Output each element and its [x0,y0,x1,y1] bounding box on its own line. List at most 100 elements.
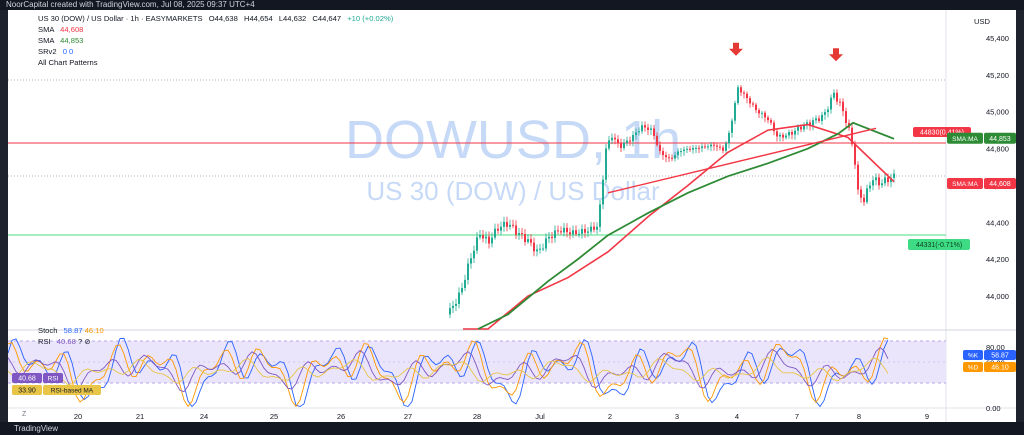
time-axis-label: 20 [74,412,82,421]
time-axis-label: 3 [675,412,679,421]
timezone-button[interactable]: Z [22,411,27,418]
candle-up [572,230,574,235]
candle-up [494,228,496,238]
time-axis-label: 9 [925,412,929,421]
legend-srv2[interactable]: SRv2 0 0 [38,47,73,56]
lower-axis-tick: 80.00 [986,343,1005,352]
indicator-name: SMA [38,36,55,45]
candle-down [752,103,754,105]
down-arrow-marker [729,42,743,56]
time-axis-label: 27 [404,412,412,421]
stoch-k-axis-value: 58.87 [991,353,1009,360]
indicator-value: 44,853 [60,36,84,45]
candle-down [665,155,667,158]
candle-down [818,118,820,122]
time-axis-label: 2 [608,412,612,421]
window-title: NoorCapital created with TradingView.com… [0,0,1024,10]
indicator-name: SRv2 [38,47,57,56]
candle-down [722,147,724,151]
candle-down [887,177,889,183]
candle-down [668,157,670,159]
candle-down [836,92,838,102]
stoch-d-value: 46.10 [84,326,104,335]
candle-down [647,127,649,130]
rsi-left-tag: RSI [48,376,59,383]
candle-down [653,128,655,136]
legend-sma-long[interactable]: SMA 44,853 [38,36,83,45]
candle-down [773,122,775,132]
candle-up [734,103,736,121]
candle-up [806,122,808,125]
candle-up [830,97,832,110]
price-axis-tick: 45,400 [986,34,1009,43]
candle-up [563,227,565,233]
candle-up [458,292,460,304]
ohlc-change: +10 (+0.02%) [347,14,394,23]
candle-up [692,147,694,150]
candle-down [782,134,784,138]
candle-up [500,226,502,231]
candle-up [608,140,610,149]
resistance-label: 44830(0.41%) [920,130,964,137]
candle-down [863,197,865,203]
candle-down [656,135,658,145]
candle-down [593,226,595,230]
candle-down [764,112,766,118]
candle-down [842,101,844,112]
candle-down [530,239,532,243]
candle-down [617,139,619,143]
candle-up [725,143,727,151]
candle-up [686,148,688,150]
candle-up [866,188,868,203]
candle-up [728,132,730,144]
watermark-symbol: DOWUSD, 1h [345,110,681,170]
legend-chart-patterns[interactable]: All Chart Patterns [38,58,98,67]
candle-up [578,233,580,235]
candle-up [827,109,829,113]
indicator-value: 0 0 [62,47,74,56]
candle-up [539,248,541,250]
candle-down [659,144,661,152]
candle-down [800,126,802,130]
candle-down [614,137,616,140]
candle-down [560,231,562,233]
stoch-d-axis-bg [984,362,1016,372]
time-axis-label: Jul [535,412,545,421]
candle-up [590,226,592,232]
stoch-d-tag: %D [968,365,979,372]
candle-down [698,147,700,149]
candle-up [602,179,604,205]
candle-up [674,155,676,159]
rsi-legend[interactable]: RSI 40.68 ? ⊘ [38,337,91,346]
rsi-value-bg [12,373,42,383]
candle-down [521,233,523,235]
candle-up [869,185,871,189]
stoch-d-line [8,337,889,408]
legend-symbol-row[interactable]: US 30 (DOW) / US Dollar · 1h · EASYMARKE… [38,14,393,23]
candle-up [695,147,697,149]
candle-down [704,146,706,148]
candle-down [512,224,514,226]
candle-up [788,132,790,136]
stoch-name: Stoch [38,326,58,335]
candle-down [557,230,559,232]
candle-down [671,157,673,159]
rsi-line [8,347,889,393]
candle-up [761,112,763,114]
candle-down [776,131,778,137]
candle-up [875,177,877,181]
sma-short-tag-bg [947,177,983,189]
candle-down [743,92,745,94]
price-axis-tick: 44,400 [986,218,1009,227]
stoch-legend[interactable]: Stoch 58.87 46.10 [38,326,104,335]
candle-down [524,234,526,242]
candle-up [491,237,493,244]
stoch-k-value: 58.87 [63,326,83,335]
candle-down [857,164,859,190]
chart-canvas[interactable]: DOWUSD, 1h US 30 (DOW) / US Dollar 45,40… [8,10,1016,422]
candle-up [476,237,478,251]
legend-sma-short[interactable]: SMA 44,608 [38,25,83,34]
candle-up [824,112,826,115]
candle-down [719,146,721,148]
candle-up [452,305,454,309]
